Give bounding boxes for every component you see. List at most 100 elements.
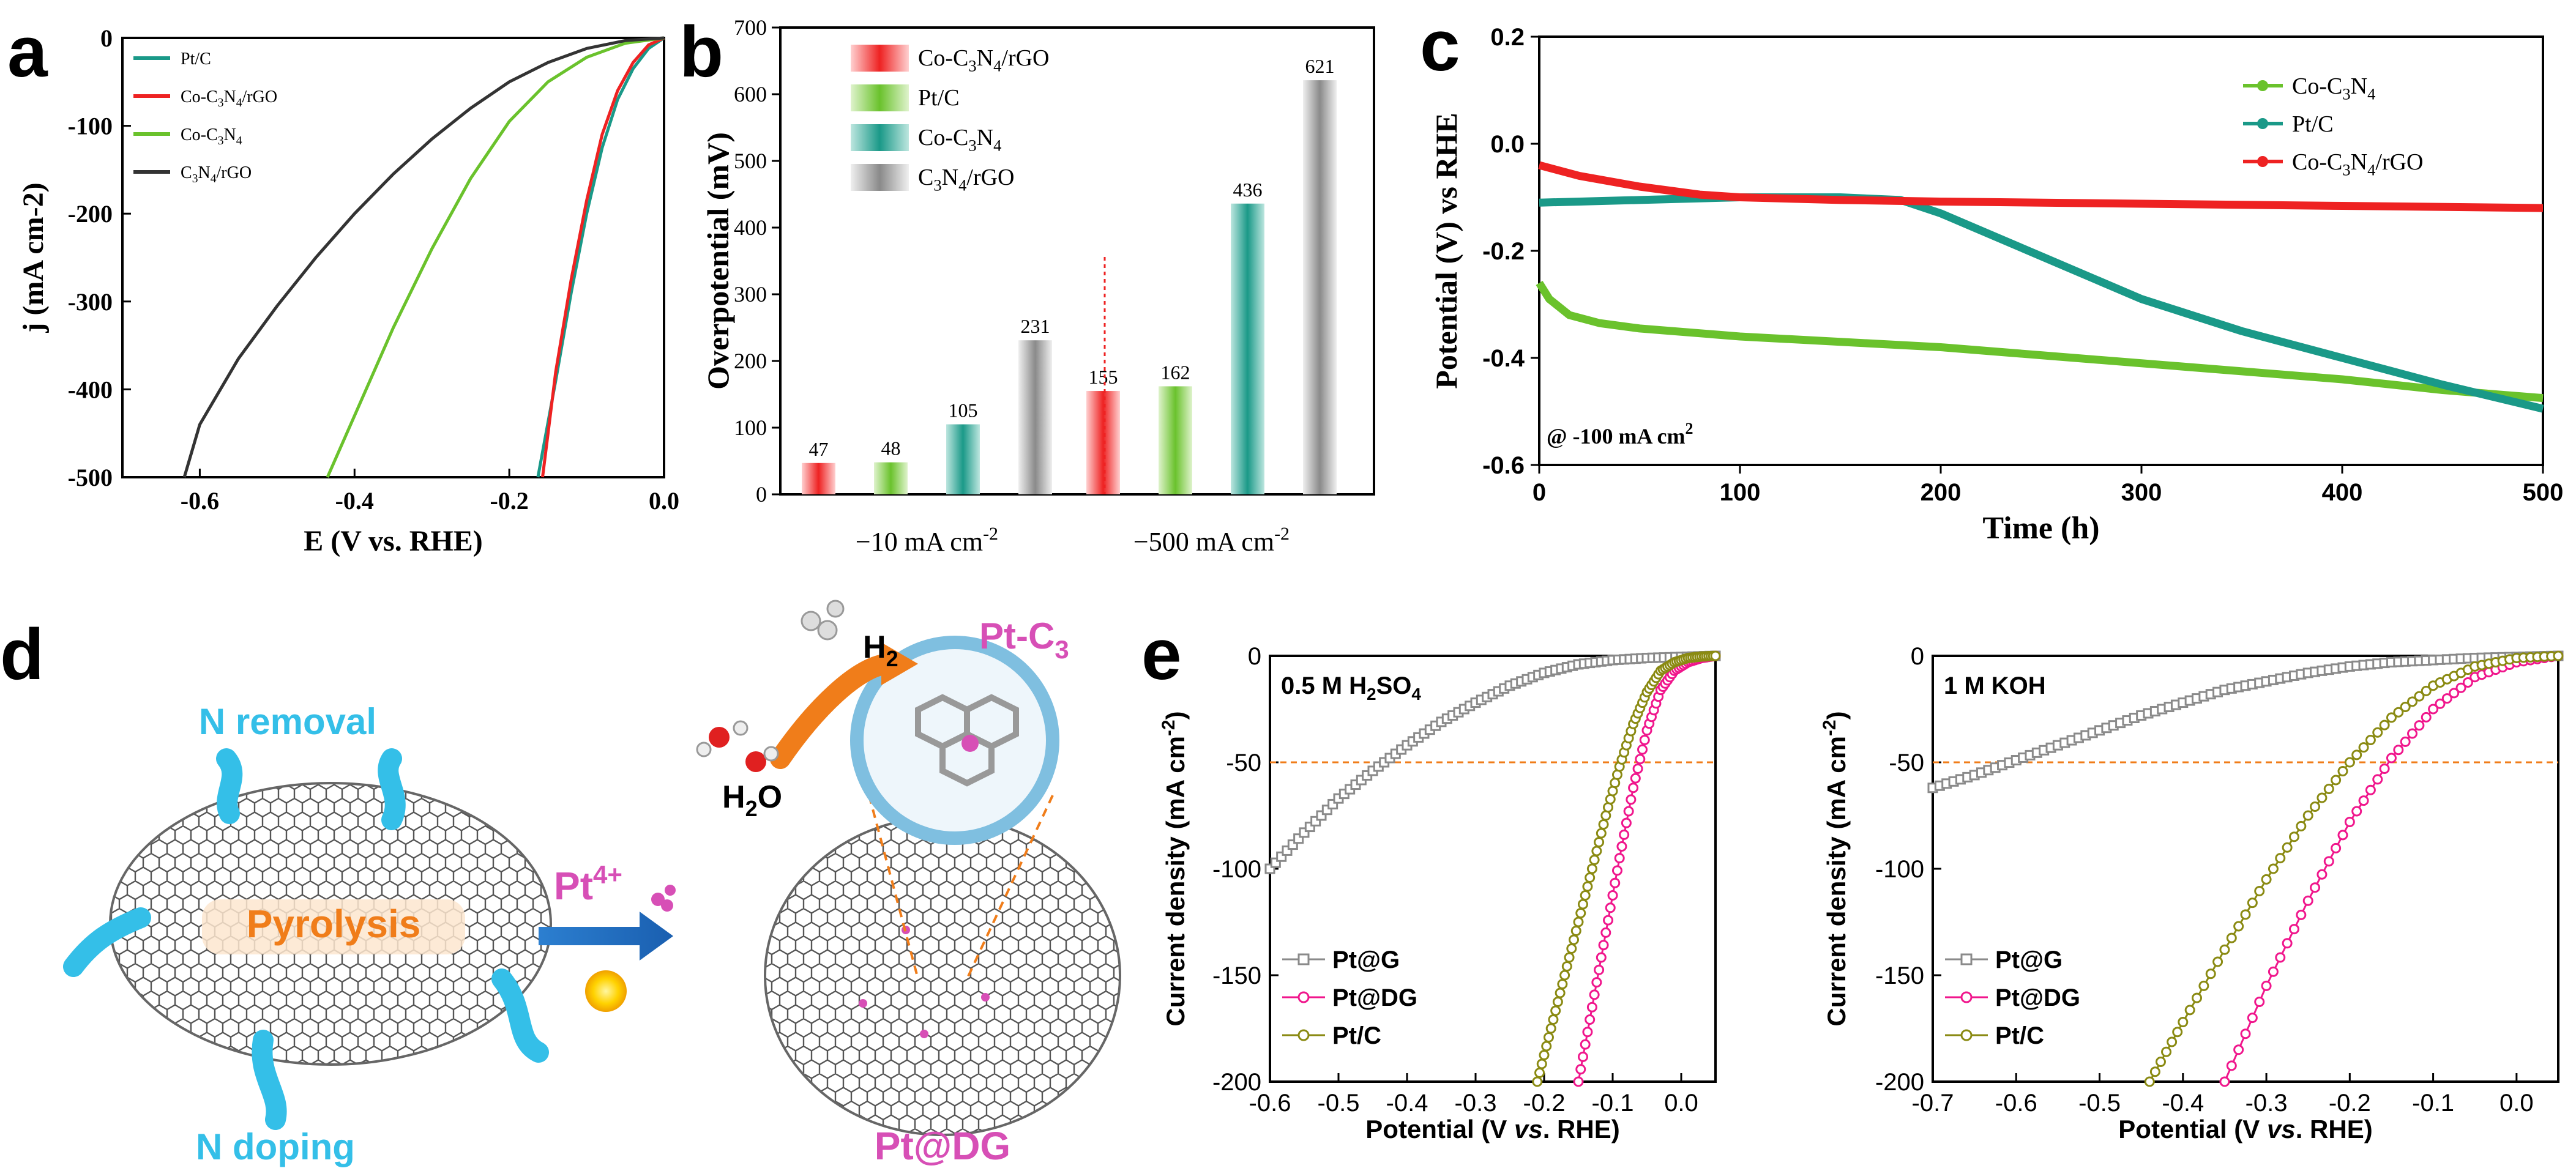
data-point-chart-e1-2 bbox=[1534, 1068, 1545, 1078]
legend-label-chart-e2-0: Pt@G bbox=[1995, 946, 2063, 973]
x-tick-label-c: 300 bbox=[2121, 479, 2162, 506]
pyrolysis-band bbox=[202, 899, 465, 954]
data-point-chart-e1-2 bbox=[1603, 802, 1614, 813]
h2-evolution-arrowhead bbox=[881, 642, 918, 685]
x-tick-label-c: 500 bbox=[2523, 479, 2564, 506]
data-point-chart-e1-1 bbox=[1623, 806, 1634, 817]
h2o-label: H2O bbox=[722, 779, 782, 821]
data-point-chart-e2-2 bbox=[2365, 734, 2376, 745]
data-point-chart-e2-1 bbox=[2462, 677, 2473, 688]
legend-marker-chart-e2-0 bbox=[1960, 953, 1973, 965]
panel-letter-c: c bbox=[1420, 6, 1460, 86]
panel-letter-d: d bbox=[0, 614, 44, 695]
data-point-chart-e1-2 bbox=[1577, 899, 1588, 910]
data-point-chart-e2-2 bbox=[2219, 944, 2230, 955]
n-removal-tail-2 bbox=[378, 748, 406, 830]
data-point-chart-e2-2 bbox=[2155, 1057, 2166, 1068]
series-line-chart-e2-2 bbox=[2148, 655, 2559, 1082]
y-tick-label-b: 200 bbox=[734, 349, 767, 373]
x-tick-label-a: -0.2 bbox=[490, 487, 528, 515]
data-point-chart-e2-1 bbox=[2323, 856, 2334, 867]
y-tick-label-b: 100 bbox=[734, 415, 767, 440]
bar-value-label-1-2: 436 bbox=[1233, 179, 1263, 201]
y-axis-label-chart-e2: Current density (mA cm-2) bbox=[1820, 711, 1851, 1026]
series-line-a-3 bbox=[182, 36, 665, 478]
x-tick-label-chart-e2: 0.0 bbox=[2499, 1090, 2534, 1117]
legend-label-chart-e1-0: Pt@G bbox=[1332, 946, 1400, 973]
data-point-chart-e2-1 bbox=[2302, 895, 2313, 906]
data-point-chart-e2-1 bbox=[2282, 938, 2293, 949]
annotation-c: @ -100 mA cm2 bbox=[1547, 420, 1693, 448]
data-point-chart-e2-2 bbox=[2192, 992, 2203, 1003]
data-point-chart-e2-1 bbox=[2400, 736, 2411, 747]
data-point-chart-e1-1 bbox=[1616, 841, 1627, 852]
x-tick-label-a: -0.6 bbox=[181, 487, 219, 515]
data-point-chart-e1-2 bbox=[1600, 810, 1611, 821]
chart-b: 0 100 200 300 400 500 600 700 Overpotential (mV)… bbox=[701, 15, 1375, 557]
pt-site-3 bbox=[920, 1030, 928, 1038]
x-axis-label-chart-e1: Potential (V vs. RHE) bbox=[1365, 1115, 1619, 1143]
data-point-chart-e1-1 bbox=[1637, 744, 1648, 755]
data-point-chart-e2-1 bbox=[2261, 980, 2272, 991]
carbon-ring-structure bbox=[915, 694, 1019, 787]
legend-marker-c-1 bbox=[2257, 118, 2268, 129]
n-doping-tail-2 bbox=[252, 1030, 287, 1130]
x-tick-label-chart-e1: -0.4 bbox=[1386, 1090, 1428, 1117]
data-point-chart-e2-1 bbox=[2310, 882, 2321, 893]
data-point-chart-e2-2 bbox=[2553, 650, 2564, 661]
graphene-sheet-right bbox=[764, 816, 1121, 1136]
data-point-chart-e2-2 bbox=[2393, 707, 2404, 718]
data-point-chart-e2-1 bbox=[2393, 745, 2404, 756]
bar-value-label-1-0: 155 bbox=[1089, 366, 1118, 388]
y-tick-label-a: -500 bbox=[68, 464, 113, 491]
data-point-chart-e2-2 bbox=[2212, 956, 2223, 967]
x-tick-label-chart-e2: -0.6 bbox=[1995, 1090, 2037, 1117]
y-tick-label-chart-e1: -200 bbox=[1212, 1069, 1261, 1096]
data-point-chart-e2-1 bbox=[2233, 1044, 2244, 1055]
y-tick-label-b: 700 bbox=[734, 15, 767, 40]
data-point-chart-e1-2 bbox=[1598, 819, 1609, 830]
h2-label: H2 bbox=[863, 630, 898, 671]
legend-marker-c-2 bbox=[2257, 156, 2268, 167]
data-point-chart-e1-1 bbox=[1607, 890, 1618, 901]
n-doping-label: N doping bbox=[196, 1126, 355, 1167]
data-point-chart-e1-1 bbox=[1585, 1014, 1596, 1025]
data-point-chart-e2-1 bbox=[2351, 806, 2362, 817]
data-point-chart-e1-1 bbox=[1582, 1027, 1593, 1038]
electrolyte-label-chart-e2: 1 M KOH bbox=[1944, 672, 2046, 699]
chart-e-alkaline: -0.7 -0.6 -0.5 -0.4 -0.3 -0.2 -0.1 0.0 0 -50 -100 -… bbox=[1820, 643, 2564, 1143]
legend-label-a-3: C3N4/rGO bbox=[181, 163, 252, 185]
x-tick-label-c: 0 bbox=[1533, 479, 1546, 506]
y-tick-label-c: 0.2 bbox=[1490, 24, 1525, 51]
data-point-chart-e2-2 bbox=[2310, 801, 2321, 812]
data-point-chart-e1-1 bbox=[1635, 754, 1646, 765]
y-tick-label-c: -0.2 bbox=[1482, 238, 1525, 265]
x-axis-label-c: Time (h) bbox=[1982, 511, 2099, 546]
data-point-chart-e2-2 bbox=[2400, 702, 2411, 713]
legend-label-a-1: Co-C3N4/rGO bbox=[181, 87, 277, 110]
y-tick-label-chart-e1: -150 bbox=[1212, 962, 1261, 989]
y-tick-label-chart-e1: -100 bbox=[1212, 856, 1261, 883]
data-point-chart-e1-2 bbox=[1559, 970, 1570, 981]
bar-0-2 bbox=[946, 424, 980, 494]
bar-value-label-0-3: 231 bbox=[1021, 315, 1050, 337]
data-point-chart-e1-1 bbox=[1611, 865, 1622, 876]
legend-swatch-b-0 bbox=[851, 45, 909, 72]
legend-label-c-1: Pt/C bbox=[2292, 111, 2334, 137]
data-point-chart-e2-1 bbox=[2455, 682, 2466, 693]
data-point-chart-e2-1 bbox=[2449, 688, 2460, 699]
x-tick-label-chart-e2: -0.5 bbox=[2078, 1090, 2121, 1117]
y-tick-label-c: 0.0 bbox=[1490, 131, 1525, 158]
pt-ion-label: Pt4+ bbox=[554, 860, 622, 908]
pyrolysis-label: Pyrolysis bbox=[247, 902, 421, 946]
data-point-chart-e2-2 bbox=[2198, 980, 2209, 991]
series-line-c-1 bbox=[1539, 193, 2544, 413]
data-point-chart-e2-1 bbox=[2226, 1060, 2237, 1071]
data-point-chart-e1-2 bbox=[1580, 890, 1591, 901]
bar-1-0 bbox=[1086, 391, 1120, 494]
data-point-chart-e1-2 bbox=[1573, 916, 1584, 928]
chart-a: -0.6 -0.4 -0.2 0.0 0 -100 -200 -300 -400 -500 E (V… bbox=[17, 24, 679, 557]
y-axis-label-b: Overpotential (mV) bbox=[701, 132, 735, 390]
data-point-chart-e2-2 bbox=[2323, 784, 2334, 794]
